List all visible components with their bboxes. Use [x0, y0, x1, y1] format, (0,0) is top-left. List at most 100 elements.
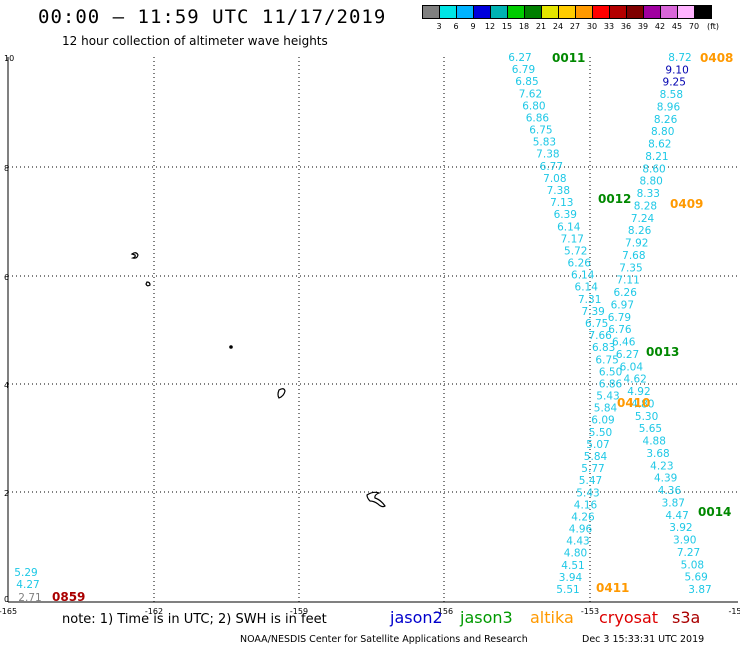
wave-height-label: 5.69: [684, 572, 707, 584]
wave-height-label: 3.94: [559, 572, 583, 584]
wave-height-label: 8.80: [651, 126, 674, 138]
island-shape: [277, 388, 286, 399]
wave-height-label: 7.24: [631, 213, 655, 225]
wave-height-label: 5.43: [576, 487, 599, 499]
color-legend: [422, 5, 712, 19]
wave-height-label: 4.26: [571, 511, 595, 523]
time-label: 0859: [52, 590, 85, 604]
legend-label: 24: [552, 22, 564, 31]
wave-height-label: 8.26: [654, 114, 678, 126]
legend-label: 3: [436, 22, 442, 31]
island-shape: [145, 281, 151, 287]
wave-height-label: 5.08: [681, 559, 704, 571]
wave-height-label: 4.43: [566, 536, 589, 548]
wave-height-label: 5.51: [556, 584, 579, 596]
wave-height-label: 4.80: [631, 398, 654, 410]
wave-height-label: 8.28: [634, 200, 657, 212]
legend-label: 39: [637, 22, 649, 31]
time-label: 0409: [670, 197, 703, 211]
wave-height-label: 6.27: [616, 349, 639, 361]
wave-height-label: 7.62: [519, 88, 542, 100]
wave-height-label: 6.75: [595, 354, 618, 366]
wave-height-label: 6.46: [612, 337, 636, 349]
satellite-name: altika: [530, 608, 574, 627]
wave-height-label: 8.33: [637, 188, 660, 200]
wave-height-label: 6.14: [557, 221, 581, 233]
wave-height-label: 6.14: [571, 270, 595, 282]
map-grid: [7, 57, 738, 603]
wave-height-label: 9.25: [663, 77, 686, 89]
wave-height-label: 6.09: [591, 415, 614, 427]
wave-height-label: 7.08: [543, 173, 566, 185]
wave-height-label: 3.87: [688, 584, 711, 596]
wave-height-label: 8.80: [639, 176, 662, 188]
wave-height-label: 6.86: [599, 378, 623, 390]
wave-height-label: 4.88: [643, 436, 666, 448]
wave-height-label: 7.11: [616, 275, 639, 287]
wave-height-label: 5.84: [594, 403, 618, 415]
wave-height-label: 6.83: [592, 342, 615, 354]
wave-height-label: 4.80: [564, 548, 587, 560]
wave-height-label: 8.26: [628, 225, 652, 237]
credit-line: NOAA/NESDIS Center for Satellite Applica…: [240, 634, 528, 645]
wave-height-label: 6.86: [526, 112, 550, 124]
satellite-name: jason2: [390, 608, 443, 627]
legend-label: 45: [671, 22, 683, 31]
wave-height-label: 5.84: [584, 451, 608, 463]
legend-label: 42: [654, 22, 666, 31]
wave-height-label: 4.23: [650, 460, 673, 472]
wave-height-label: 5.30: [635, 411, 658, 423]
wave-height-label: 7.38: [547, 185, 570, 197]
wave-height-label: 4.16: [574, 499, 598, 511]
wave-height-label: 8.72: [668, 52, 691, 64]
wave-height-label: 3.68: [646, 448, 669, 460]
x-tick-label: -159: [290, 607, 308, 616]
time-label: 0011: [552, 51, 585, 65]
y-tick-label: 8: [4, 164, 9, 173]
x-tick-label: -165: [0, 607, 17, 616]
wave-height-label: 8.96: [657, 101, 681, 113]
wave-height-label: 7.38: [536, 149, 559, 161]
time-label: 0014: [698, 505, 731, 519]
time-label: 0410: [617, 396, 650, 410]
wave-height-label: 9.10: [665, 64, 688, 76]
wave-height-label: 6.75: [585, 318, 608, 330]
wave-height-label: 5.29: [14, 567, 37, 579]
y-tick-label: 10: [4, 54, 14, 63]
coastline-shapes: [130, 252, 386, 508]
wave-height-label: 6.50: [599, 366, 622, 378]
wave-height-label: 6.26: [614, 287, 638, 299]
legend-label: 15: [501, 22, 513, 31]
legend-label: 18: [518, 22, 530, 31]
legend-label: 33: [603, 22, 615, 31]
wave-height-label: 5.47: [579, 475, 602, 487]
wave-height-label: 6.04: [620, 361, 644, 373]
legend-label: 30: [586, 22, 598, 31]
legend-label: 27: [569, 22, 581, 31]
wave-height-label: 3.87: [662, 497, 685, 509]
wave-height-label: 6.79: [512, 64, 535, 76]
island-shape: [229, 345, 233, 349]
wave-height-label: 5.07: [586, 439, 609, 451]
wave-height-label: 4.27: [16, 579, 39, 591]
wave-height-label: 5.43: [596, 391, 619, 403]
island-shape: [130, 252, 139, 259]
wave-height-label: 7.66: [588, 330, 612, 342]
legend-label: 6: [453, 22, 459, 31]
y-tick-label: 0: [4, 595, 9, 604]
satellite-name: jason3: [460, 608, 513, 627]
wave-height-label: 4.47: [665, 510, 688, 522]
page-subtitle: 12 hour collection of altimeter wave hei…: [62, 34, 328, 48]
x-tick-label: -153: [581, 607, 599, 616]
wave-height-label: 4.62: [623, 374, 646, 386]
wave-height-label: 6.39: [554, 209, 577, 221]
color-legend-labels: 3 6 9 12 15 18 21 24 27 30 33 36 39 42 45 70 (ft): [422, 22, 740, 36]
wave-height-label: 7.27: [677, 547, 700, 559]
wave-height-label: 6.26: [568, 258, 592, 270]
wave-height-label: 4.51: [561, 560, 584, 572]
y-tick-label: 4: [4, 381, 9, 390]
wave-height-label: 6.79: [608, 312, 631, 324]
